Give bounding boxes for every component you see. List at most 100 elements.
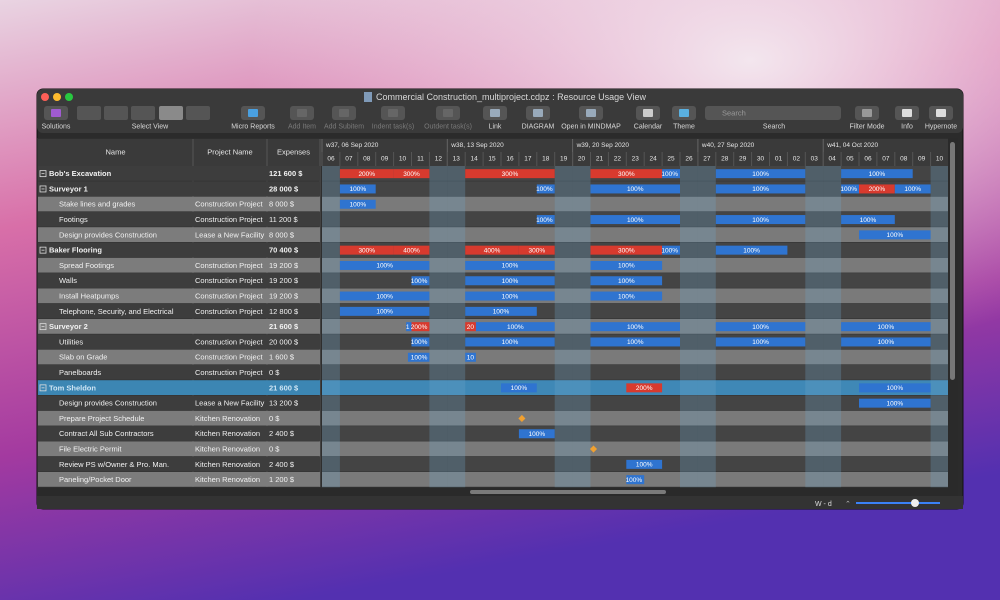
toolbar-icon [339, 109, 349, 117]
task-name: Stake lines and grades [59, 200, 136, 209]
row-bg[interactable] [38, 410, 320, 426]
view-button[interactable] [77, 106, 101, 120]
view-button[interactable] [131, 106, 155, 120]
day-label: 09 [381, 156, 389, 163]
day-label: 07 [345, 156, 353, 163]
column-header[interactable]: Expenses [277, 147, 310, 156]
day-label: 14 [471, 156, 479, 163]
vertical-scroll-thumb[interactable] [950, 142, 955, 380]
row-bg[interactable] [38, 288, 320, 304]
toolbar-label: Search [763, 123, 785, 130]
task-name: Utilities [59, 337, 83, 346]
close-button[interactable] [41, 93, 49, 101]
resource-name: Baker Flooring [49, 246, 102, 255]
row-bg[interactable] [38, 334, 320, 350]
usage-label: 100% [860, 217, 877, 224]
task-name: Prepare Project Schedule [59, 414, 144, 423]
row-bg[interactable] [38, 303, 320, 319]
row-bg[interactable] [38, 211, 320, 227]
zoom-button[interactable] [65, 93, 73, 101]
expenses: 0 $ [269, 368, 280, 377]
usage-bar [841, 215, 895, 225]
usage-bar [536, 215, 555, 225]
row-bg[interactable] [38, 166, 320, 181]
usage-label: 100% [627, 324, 644, 331]
usage-bar [465, 260, 555, 270]
usage-bar [475, 322, 555, 332]
task-name: Spread Footings [59, 261, 114, 270]
usage-label: 300% [618, 247, 635, 254]
row-bg[interactable] [38, 441, 320, 457]
weekend-column [572, 166, 591, 488]
usage-label: 100% [627, 339, 644, 346]
view-button[interactable] [104, 106, 128, 120]
column-header[interactable]: Name [105, 147, 125, 156]
project-name: Construction Project [195, 368, 263, 377]
timeline-row-bg [322, 426, 949, 441]
row-bg[interactable] [38, 319, 320, 334]
resource-name: Tom Sheldon [49, 383, 96, 392]
row-bg[interactable] [38, 273, 320, 288]
timeline-row-bg [322, 395, 949, 411]
task-name: Design provides Construction [59, 230, 157, 239]
toolbar-icon [51, 109, 61, 117]
usage-label: 100% [376, 293, 393, 300]
search-field[interactable] [705, 106, 841, 120]
project-name: Kitchen Renovation [195, 445, 260, 454]
expenses: 19 200 $ [269, 292, 299, 301]
usage-bar [715, 169, 806, 179]
expander[interactable] [39, 323, 47, 331]
day-label: 23 [632, 156, 640, 163]
horizontal-scroll-thumb[interactable] [470, 490, 666, 494]
usage-label: 300% [618, 171, 635, 178]
row-bg[interactable] [38, 242, 320, 258]
row-bg[interactable] [38, 395, 320, 411]
row-bg[interactable] [38, 181, 320, 197]
toolbar-label: DIAGRAM [522, 123, 555, 130]
usage-label: 100% [349, 201, 366, 208]
usage-label: 300% [358, 247, 375, 254]
zoom-stepper[interactable]: ⌃ [845, 500, 851, 508]
expander[interactable] [39, 246, 47, 254]
window-title: Commercial Construction_multiproject.cdp… [376, 92, 646, 102]
toolbar-icon [443, 109, 453, 117]
usage-bar [894, 184, 931, 194]
row-bg[interactable] [38, 426, 320, 441]
toolbar-label: Theme [673, 123, 695, 130]
zoom-slider-knob[interactable] [911, 499, 919, 507]
row-bg[interactable] [38, 227, 320, 242]
toolbar-label: Link [489, 123, 502, 130]
expenses: 70 400 $ [269, 246, 299, 255]
expander[interactable] [39, 170, 47, 178]
usage-bar [841, 337, 931, 347]
row-bg[interactable] [38, 456, 320, 472]
row-bg[interactable] [38, 380, 320, 395]
view-button[interactable] [186, 106, 210, 120]
day-label: 10 [399, 156, 407, 163]
usage-bar [518, 245, 555, 255]
view-button[interactable] [159, 106, 183, 120]
toolbar-icon [862, 109, 872, 117]
column-header[interactable]: Project Name [207, 147, 252, 156]
row-bg[interactable] [38, 349, 320, 365]
usage-label: 100% [886, 232, 903, 239]
row-bg[interactable] [38, 257, 320, 273]
usage-label: 400% [403, 247, 420, 254]
toolbar-label: Open in MINDMAP [561, 123, 621, 130]
expander[interactable] [39, 384, 47, 392]
row-bg[interactable] [38, 364, 320, 380]
row-bg[interactable] [38, 196, 320, 212]
usage-bar [393, 245, 430, 255]
expander[interactable] [39, 185, 47, 193]
usage-bar [662, 169, 680, 179]
timeline-row-bg [322, 441, 949, 457]
project-name: Construction Project [195, 337, 263, 346]
usage-bar [465, 322, 476, 332]
zoom-label: W - d [815, 501, 832, 508]
usage-label: 300% [403, 171, 420, 178]
minimize-button[interactable] [53, 93, 61, 101]
usage-bar [407, 352, 430, 362]
usage-label: 100% [661, 171, 678, 178]
row-bg[interactable] [38, 472, 320, 487]
